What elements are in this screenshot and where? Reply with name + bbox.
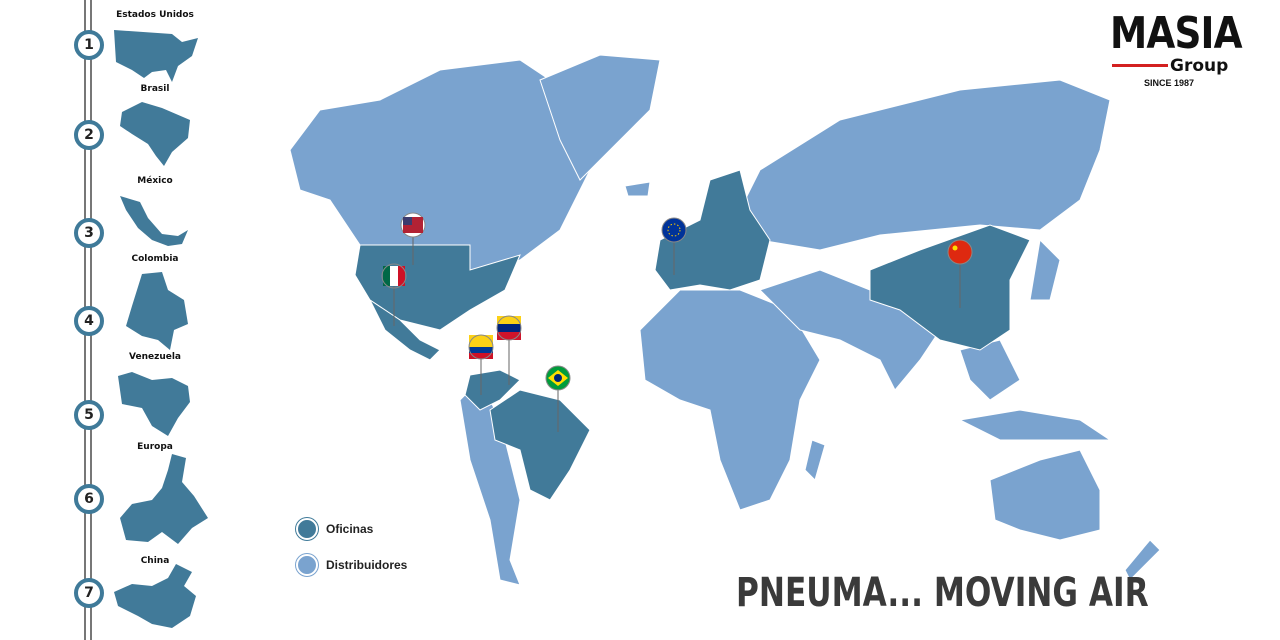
greenland <box>539 54 661 181</box>
brazil <box>489 389 591 501</box>
mexico-flag-pin <box>381 263 407 326</box>
southeast-asia <box>959 339 1021 401</box>
venezuela-colombia <box>464 369 521 411</box>
brazil-shape <box>120 102 190 166</box>
country-label: Colombia <box>131 254 179 264</box>
venezuela-flag-pin <box>496 315 522 385</box>
madagascar <box>804 439 826 481</box>
step-number: 2 <box>74 120 104 150</box>
usa-flag-pin <box>400 212 426 265</box>
japan <box>1029 238 1061 301</box>
china-flag-pin <box>947 239 973 308</box>
step-number: 1 <box>74 30 104 60</box>
country-label: Estados Unidos <box>116 10 194 20</box>
europe-shape <box>120 454 208 544</box>
distributors-swatch <box>296 554 318 576</box>
legend-label: Oficinas <box>326 522 374 536</box>
step-number: 3 <box>74 218 104 248</box>
logo-since: SINCE 1987 <box>1144 78 1195 88</box>
new-zealand <box>1124 539 1161 581</box>
logo-sub: Group <box>1170 56 1229 76</box>
offices-swatch <box>296 518 318 540</box>
venezuela-shape <box>118 372 190 436</box>
country-label: Venezuela <box>129 352 181 362</box>
colombia-flag-pin <box>468 334 494 395</box>
step-number: 4 <box>74 306 104 336</box>
mexico <box>368 298 441 361</box>
country-label: China <box>140 556 170 566</box>
usa-shape <box>114 30 198 82</box>
europe <box>654 169 771 291</box>
legend-label: Distribuidores <box>326 558 408 572</box>
step-number: 7 <box>74 578 104 608</box>
mexico-shape <box>120 196 188 246</box>
africa <box>639 289 821 511</box>
indonesia <box>958 409 1112 441</box>
step-number: 6 <box>74 484 104 514</box>
masia-group-logo: MASIA Group SINCE 1987 <box>1110 12 1250 92</box>
step-number: 5 <box>74 400 104 430</box>
china-shape <box>114 564 196 628</box>
iceland <box>624 181 651 197</box>
canada <box>289 59 591 271</box>
australia <box>989 449 1101 541</box>
russia-asia <box>739 79 1111 251</box>
legend-distributors: Distribuidores <box>296 554 407 576</box>
country-label: México <box>137 176 173 186</box>
country-label: Europa <box>137 442 173 452</box>
country-label: Brasil <box>140 84 170 94</box>
logo-red-bar <box>1112 64 1168 67</box>
eu-flag-pin <box>661 217 687 275</box>
logo-name: MASIA <box>1110 8 1243 59</box>
pins <box>381 212 973 432</box>
legend-offices: Oficinas <box>296 518 373 540</box>
china <box>869 224 1031 351</box>
slogan: PNEUMA... MOVING AIR <box>736 570 1149 616</box>
colombia-shape <box>126 272 188 350</box>
brazil-flag-pin <box>545 365 571 432</box>
